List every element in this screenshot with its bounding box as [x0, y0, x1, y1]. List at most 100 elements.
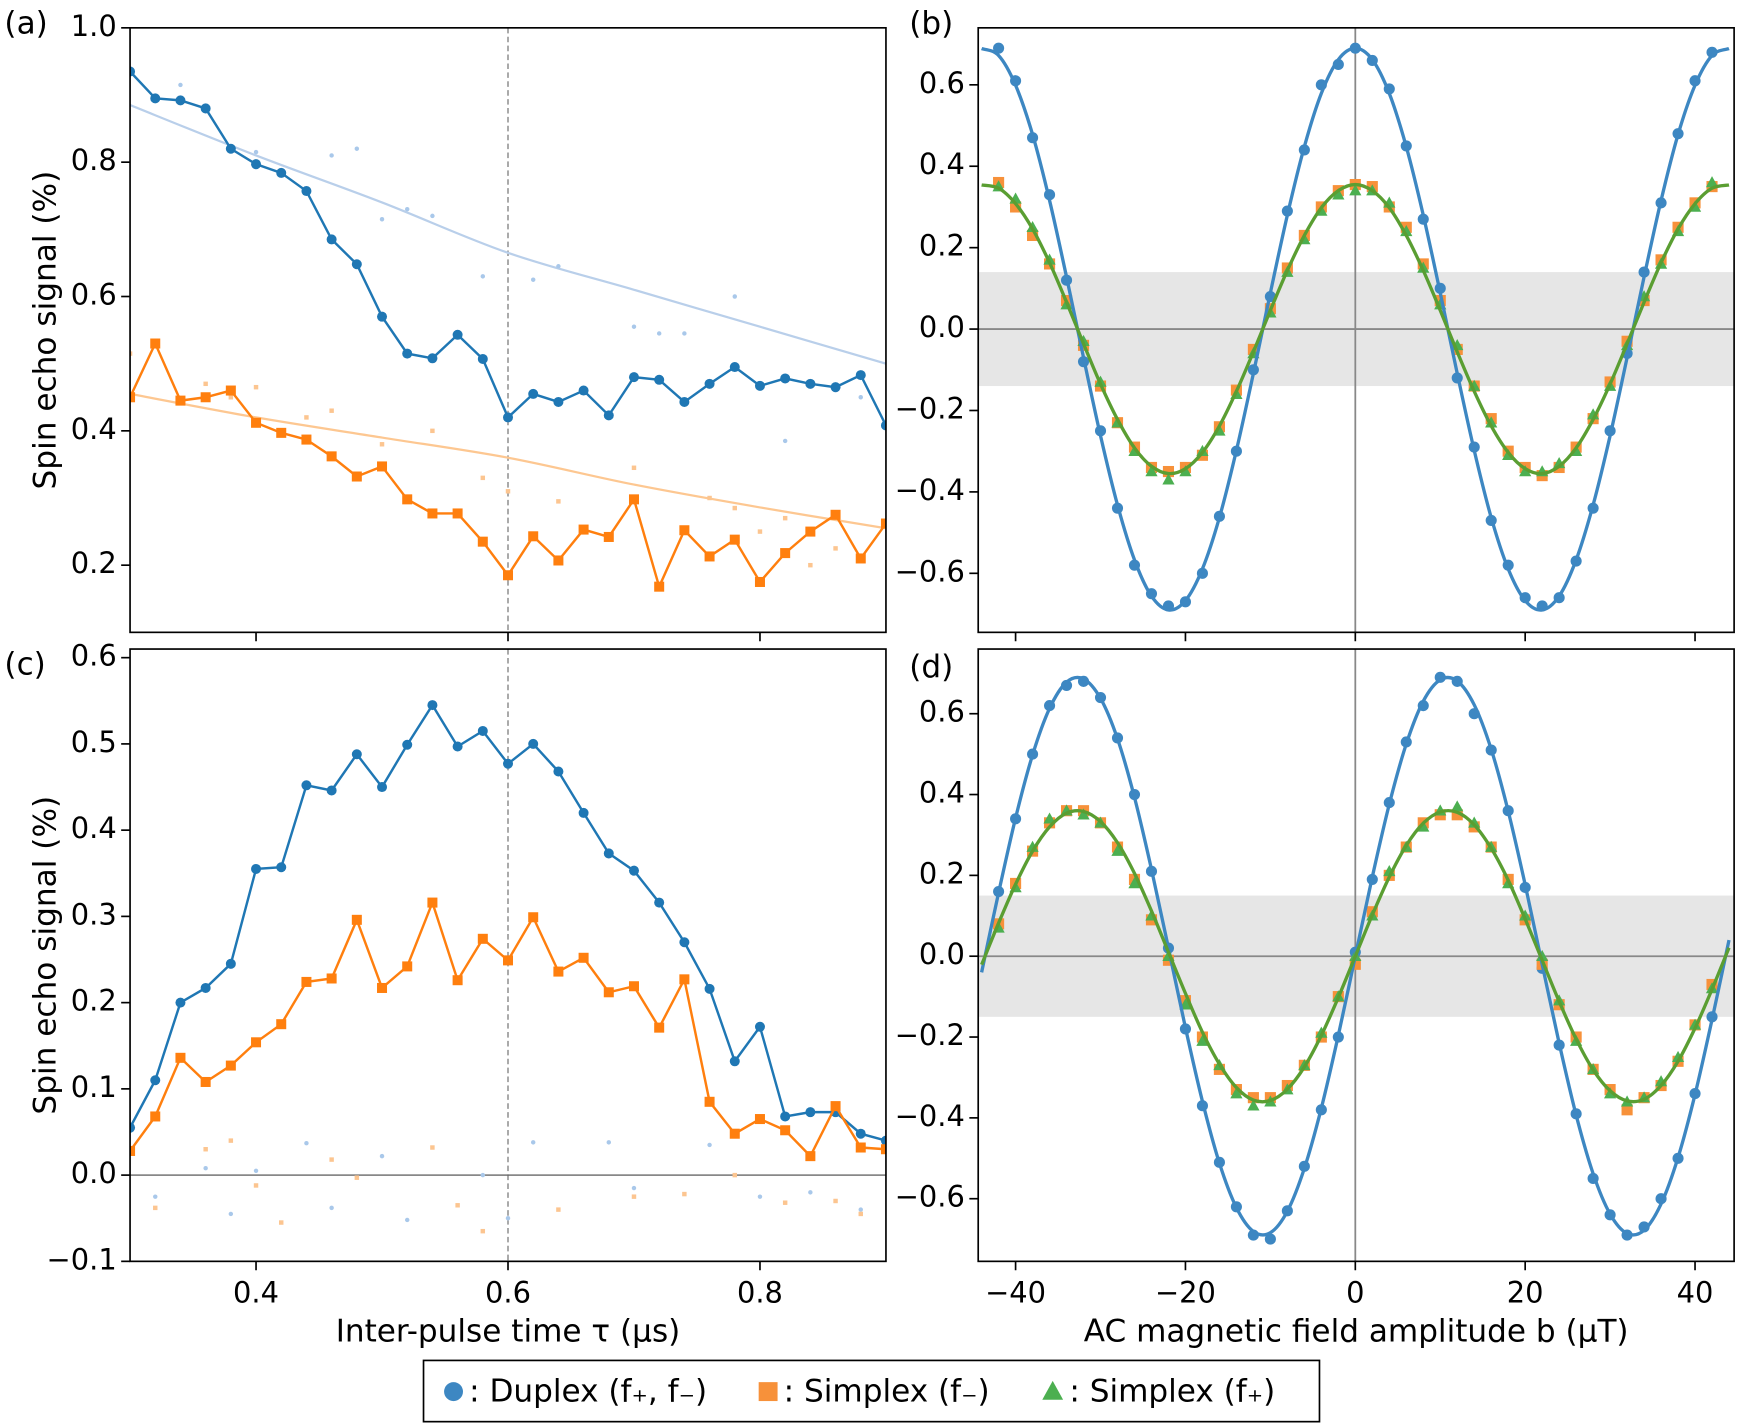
marker-triangle [1400, 225, 1413, 237]
marker-square [329, 408, 334, 413]
y-tick-label: 0.6 [71, 277, 117, 311]
marker-circle [528, 388, 539, 399]
marker-square [578, 952, 589, 963]
marker-circle [628, 865, 639, 876]
panel [978, 649, 1735, 1262]
data-line [130, 898, 886, 1159]
x-axis-label: Inter-pulse time τ (μs) [336, 1314, 681, 1350]
marker-square [628, 494, 639, 505]
marker-square [276, 1019, 287, 1030]
fit-curve [980, 808, 1731, 1104]
marker-circle [654, 374, 665, 385]
marker-circle [379, 217, 385, 222]
y-tick-label: −0.1 [47, 1242, 117, 1276]
marker-square [505, 489, 511, 494]
legend-label: : Simplex (f₋) [784, 1374, 990, 1410]
marker-triangle [1451, 800, 1464, 812]
marker-circle [430, 213, 435, 219]
marker-square [153, 1205, 158, 1211]
marker-circle [351, 749, 362, 760]
marker-square [782, 515, 788, 521]
y-tick-label: −0.6 [895, 554, 965, 588]
marker-square [430, 428, 435, 434]
marker-square [301, 976, 312, 987]
marker-circle [130, 1122, 136, 1133]
marker-square [833, 1198, 838, 1204]
marker-circle [477, 725, 488, 736]
marker-square [175, 1052, 186, 1063]
marker-triangle [1162, 473, 1175, 485]
marker-circle [225, 958, 236, 969]
marker-square [805, 526, 816, 537]
y-tick-label: 0.4 [919, 147, 965, 181]
marker-square [1010, 201, 1022, 213]
marker-circle [679, 396, 690, 407]
marker-square [628, 981, 639, 992]
marker-triangle [1247, 1099, 1260, 1111]
marker-circle [150, 93, 161, 104]
marker-square [150, 338, 161, 349]
marker-circle [805, 1107, 816, 1118]
marker-triangle [1332, 188, 1345, 200]
y-tick-label: 0.0 [919, 310, 965, 344]
marker-square [553, 966, 564, 977]
marker-square [682, 1191, 687, 1197]
marker-triangle [1111, 844, 1124, 856]
data-line [130, 70, 886, 427]
fit-curve [980, 46, 1730, 612]
panel-label: (b) [909, 5, 953, 41]
marker-circle [251, 159, 262, 170]
marker-square [578, 524, 589, 535]
y-tick-label: 0.1 [71, 1070, 117, 1104]
marker-square [758, 1382, 778, 1402]
x-tick-label: 0.4 [233, 1276, 279, 1310]
x-tick-label: 0 [1346, 1276, 1364, 1310]
marker-circle [830, 382, 841, 393]
marker-circle [480, 1172, 486, 1178]
marker-square [203, 1147, 208, 1152]
y-tick-label: 0.2 [919, 229, 965, 263]
marker-circle [276, 167, 287, 178]
x-tick-label: −40 [985, 1276, 1046, 1310]
marker-circle [754, 1021, 765, 1032]
marker-circle [1264, 1233, 1276, 1245]
legend-label: : Simplex (f₊) [1069, 1374, 1275, 1410]
x-tick-label: 40 [1677, 1276, 1714, 1310]
marker-circle [228, 1211, 234, 1217]
y-tick-label: −0.4 [895, 1099, 965, 1133]
marker-triangle [1196, 1034, 1209, 1046]
marker-square [729, 1128, 740, 1139]
marker-circle [606, 1140, 612, 1145]
marker-square [427, 508, 438, 519]
marker-square [402, 961, 413, 972]
marker-square [480, 475, 486, 481]
marker-square [276, 427, 287, 438]
marker-square [351, 471, 362, 482]
marker-square [225, 385, 236, 396]
marker-circle [276, 862, 287, 873]
marker-circle [427, 353, 438, 364]
marker-square [351, 914, 362, 925]
marker-square [880, 518, 886, 529]
marker-circle [528, 738, 539, 749]
y-tick-label: 0.2 [919, 856, 965, 890]
marker-square [427, 897, 438, 908]
marker-square [780, 548, 791, 559]
marker-square [477, 536, 488, 547]
marker-circle [150, 1075, 161, 1086]
panel [978, 27, 1735, 633]
marker-square [1621, 1104, 1633, 1116]
marker-triangle [1179, 465, 1192, 477]
marker-square [1451, 809, 1463, 821]
axes-frame [977, 648, 1735, 1263]
y-tick-label: −0.4 [895, 473, 965, 507]
x-tick-label: 0.8 [737, 1276, 783, 1310]
marker-circle [377, 311, 388, 322]
marker-square [858, 1211, 863, 1217]
marker-square [654, 581, 665, 592]
marker-circle [444, 1382, 463, 1402]
marker-circle [732, 294, 737, 299]
marker-square [1162, 465, 1175, 478]
marker-square [452, 975, 463, 986]
marker-triangle [1519, 465, 1532, 477]
